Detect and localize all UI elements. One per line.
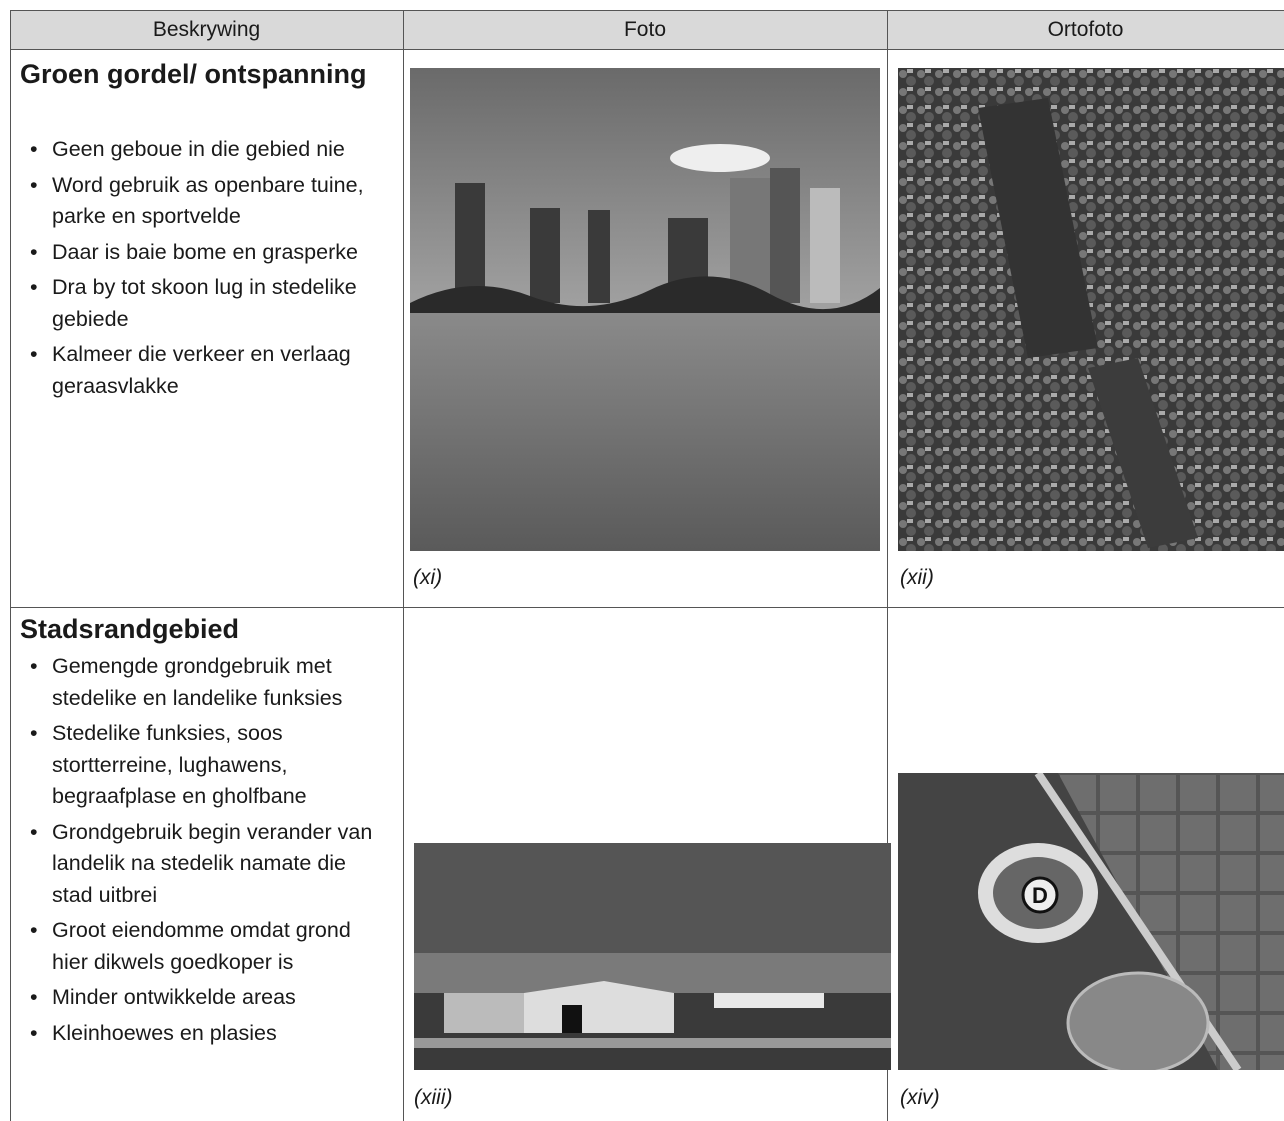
- header-cell: Foto: [403, 10, 887, 50]
- border: [10, 10, 11, 1121]
- photo-park: [410, 68, 880, 551]
- bullet: Groot eiendomme omdat grond hier dikwels…: [30, 915, 382, 978]
- bullet: Stedelike funksies, soos stortterreine, …: [30, 718, 382, 813]
- row-title: Stadsrandgebied: [20, 614, 240, 644]
- caption: (xiii): [414, 1086, 453, 1109]
- bullet: Grondgebruik begin verander van landelik…: [30, 817, 382, 912]
- bullet: Minder ontwikkelde areas: [30, 982, 382, 1014]
- bullet: Gemengde grondgebruik met stedelike en l…: [30, 651, 382, 714]
- bullet: Kleinhoewes en plasies: [30, 1018, 382, 1050]
- bullet: Daar is baie bome en grasperke: [30, 237, 382, 269]
- border: [887, 10, 888, 1121]
- border: [10, 607, 1284, 608]
- bullet: Word gebruik as openbare tuine, parke en…: [30, 170, 382, 233]
- row-title: Groen gordel/ ontspanning: [20, 59, 367, 89]
- bullet: Geen geboue in die gebied nie: [30, 134, 382, 166]
- border: [403, 10, 404, 1121]
- caption: (xii): [900, 566, 934, 589]
- bullet: Kalmeer die verkeer en verlaag geraasvla…: [30, 339, 382, 402]
- bullet-list: Gemengde grondgebruik met stedelike en l…: [20, 651, 382, 1053]
- svg-text:D: D: [1032, 883, 1048, 908]
- bullet: Dra by tot skoon lug in stedelike gebied…: [30, 272, 382, 335]
- bullet-list: Geen geboue in die gebied nie Word gebrui…: [20, 134, 382, 406]
- header-cell: Beskrywing: [10, 10, 403, 50]
- caption: (xiv): [900, 1086, 940, 1109]
- orthophoto-stadium: D: [898, 773, 1284, 1070]
- header-cell: Ortofoto: [887, 10, 1284, 50]
- photo-airfield: [414, 843, 891, 1070]
- orthophoto-park: [898, 68, 1284, 551]
- caption: (xi): [413, 566, 443, 589]
